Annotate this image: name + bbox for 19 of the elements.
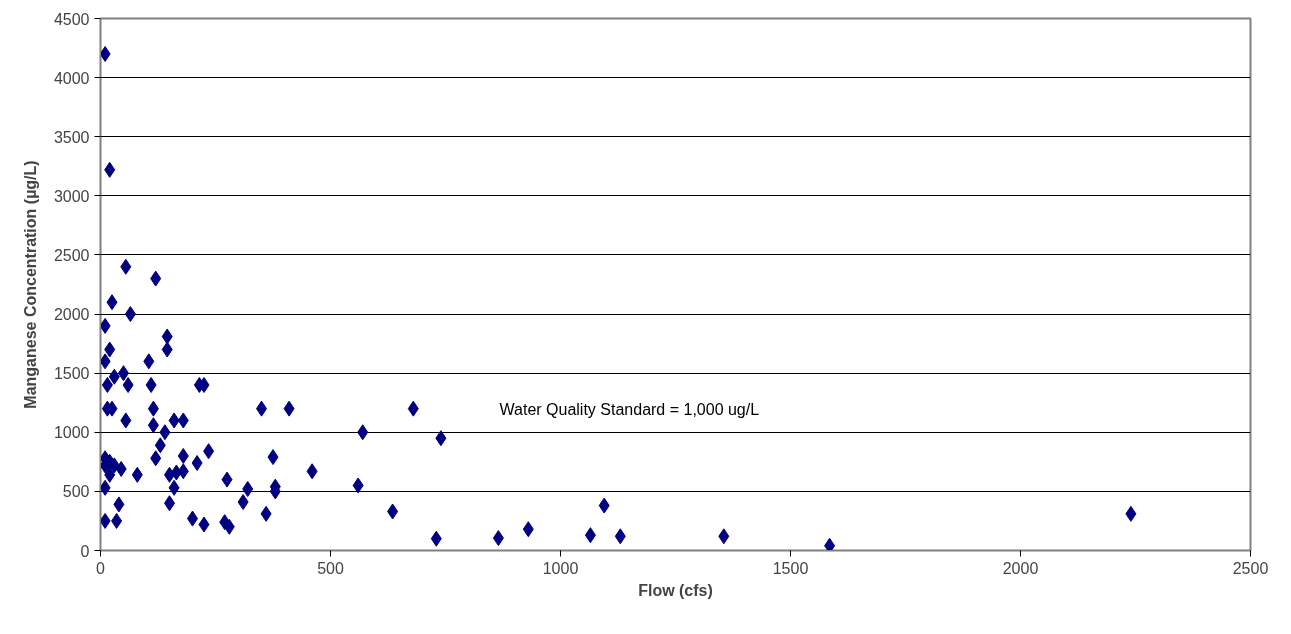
y-tick-label: 1500 — [53, 365, 90, 383]
y-tick-label: 2000 — [53, 306, 90, 324]
y-tick-label: 4000 — [53, 69, 90, 87]
annotation: Water Quality Standard = 1,000 ug/L — [499, 400, 760, 418]
x-axis-title: Flow (cfs) — [638, 581, 713, 599]
x-tick-label: 1500 — [772, 559, 809, 577]
y-tick-label: 0 — [80, 542, 90, 560]
x-tick-label: 2000 — [1002, 559, 1039, 577]
y-tick-label: 3500 — [53, 128, 90, 146]
x-tick-label: 0 — [96, 559, 106, 577]
x-tick-label: 500 — [317, 559, 344, 577]
y-axis-title: Manganese Concentration (µg/L) — [21, 160, 39, 409]
y-tick-label: 3000 — [53, 187, 90, 205]
y-tick-label: 2500 — [53, 246, 90, 264]
x-tick-label: 1000 — [542, 559, 579, 577]
y-tick-label: 4500 — [53, 10, 90, 28]
y-tick-label: 1000 — [53, 424, 90, 442]
y-tick-label: 500 — [62, 483, 90, 501]
x-tick-label: 2500 — [1232, 559, 1269, 577]
